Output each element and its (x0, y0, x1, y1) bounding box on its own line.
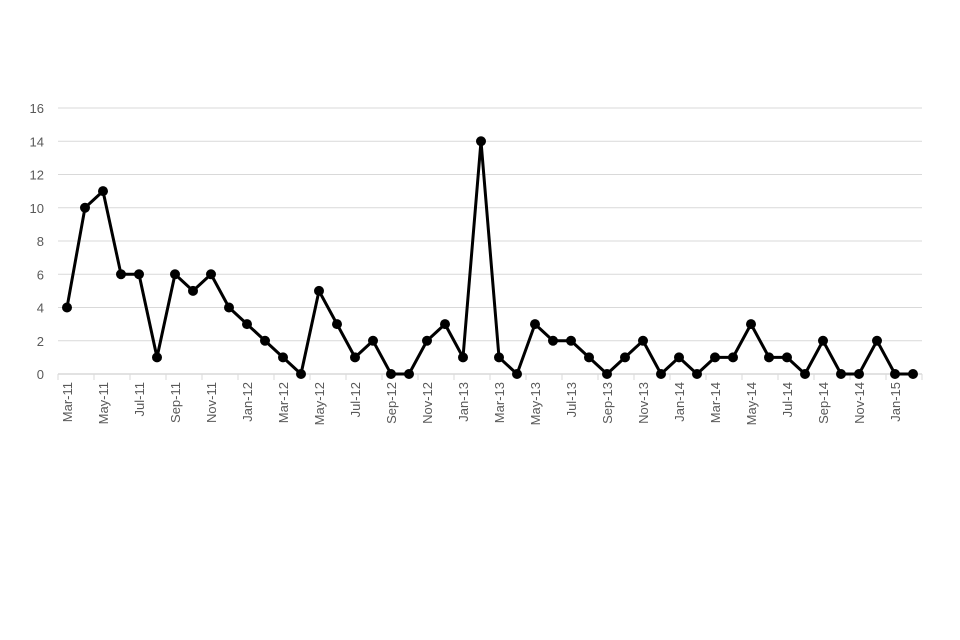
data-point-Dec-13 (656, 369, 666, 379)
data-point-Nov-12 (422, 335, 432, 346)
data-point-Jan-13 (458, 352, 468, 363)
gridlines (58, 107, 922, 342)
x-tick-label: Mar-13 (492, 382, 507, 423)
data-point-Jun-12 (332, 319, 342, 330)
data-point-Mar-12 (278, 352, 288, 363)
x-tick-label: May-13 (528, 382, 543, 425)
data-point-Mar-13 (494, 352, 504, 363)
data-point-Jul-14 (782, 352, 792, 363)
data-point-Nov-14 (854, 369, 864, 379)
y-tick-label: 16 (30, 101, 44, 116)
y-axis: 0 2 4 6 8 10 12 14 16 (30, 101, 44, 382)
data-point-Apr-12 (296, 369, 306, 379)
x-tick-label: Sep-11 (168, 382, 183, 423)
x-tick-label: Jan-12 (240, 382, 255, 422)
data-point-Dec-14 (872, 335, 882, 346)
data-point-Jan-15 (890, 369, 900, 379)
data-point-Sep-12 (386, 369, 396, 379)
x-tick-label: Sep-13 (600, 382, 615, 424)
data-point-Feb-12 (260, 335, 270, 346)
x-tick-label: Jan-14 (672, 382, 687, 422)
x-tick-label: Mar-12 (276, 382, 291, 423)
series-line (62, 136, 918, 379)
data-point-Mar-11 (62, 302, 72, 313)
data-line (65, 139, 913, 376)
y-tick-label: 2 (37, 334, 44, 349)
data-point-Aug-13 (584, 352, 594, 363)
data-point-Sep-11 (170, 269, 180, 280)
x-tick-label: May-11 (96, 382, 111, 424)
data-point-Jan-14 (674, 352, 684, 363)
data-point-Feb-14 (692, 369, 702, 379)
x-tick-label: Jul-13 (564, 382, 579, 417)
x-tick-label: Jul-12 (348, 382, 363, 417)
x-tick-label: Sep-14 (816, 382, 831, 424)
data-point-Jul-12 (350, 352, 360, 363)
data-point-Jul-13 (566, 335, 576, 346)
y-tick-label: 12 (30, 168, 44, 183)
data-point-Jan-12 (242, 319, 252, 330)
data-point-Oct-13 (620, 352, 630, 363)
data-point-Sep-13 (602, 369, 612, 379)
data-point-May-11 (98, 186, 108, 197)
data-point-Dec-12 (440, 319, 450, 330)
x-tick-label: Mar-11 (60, 382, 75, 422)
data-point-Feb-15 (908, 369, 918, 379)
data-point-Feb-13 (476, 136, 486, 147)
x-tick-label: Jul-14 (780, 382, 795, 417)
y-tick-label: 10 (30, 201, 44, 216)
data-point-Nov-11 (206, 269, 216, 280)
data-point-Aug-14 (800, 369, 810, 379)
data-point-Apr-11 (80, 202, 90, 213)
data-point-Apr-14 (728, 352, 738, 363)
x-tick-label: Nov-14 (852, 382, 867, 424)
data-point-Apr-13 (512, 369, 522, 379)
x-tick-label: Jan-13 (456, 382, 471, 422)
data-point-Dec-11 (224, 302, 234, 313)
y-tick-label: 0 (37, 367, 44, 382)
y-tick-label: 4 (37, 301, 44, 316)
data-point-Aug-11 (152, 352, 162, 363)
data-point-Sep-14 (818, 335, 828, 346)
x-tick-label: Nov-12 (420, 382, 435, 424)
data-point-Mar-14 (710, 352, 720, 363)
x-tick-label: May-14 (744, 382, 759, 425)
data-point-Oct-11 (188, 285, 198, 296)
data-point-Oct-14 (836, 369, 846, 379)
x-tick-label: Sep-12 (384, 382, 399, 424)
x-tick-label: Nov-13 (636, 382, 651, 424)
data-point-Jun-13 (548, 335, 558, 346)
data-point-Nov-13 (638, 335, 648, 346)
x-axis: Mar-11 May-11 Jul-11 Sep-11 Nov-11 Jan-12 Mar-… (57, 373, 923, 425)
y-tick-label: 8 (37, 234, 44, 249)
data-point-Oct-12 (404, 369, 414, 379)
x-tick-label: Mar-14 (708, 382, 723, 423)
data-point-Jun-11 (116, 269, 126, 280)
data-point-May-14 (746, 319, 756, 330)
data-point-Jun-14 (764, 352, 774, 363)
data-point-Jul-11 (134, 269, 144, 280)
data-point-May-13 (530, 319, 540, 330)
y-tick-label: 6 (37, 267, 44, 282)
data-point-May-12 (314, 285, 324, 296)
x-tick-label: Nov-11 (204, 382, 219, 423)
x-tick-label: Jan-15 (888, 382, 903, 422)
x-tick-label: Jul-11 (132, 382, 147, 416)
x-tick-label: May-12 (312, 382, 327, 425)
y-tick-label: 14 (30, 134, 44, 149)
data-point-Aug-12 (368, 335, 378, 346)
